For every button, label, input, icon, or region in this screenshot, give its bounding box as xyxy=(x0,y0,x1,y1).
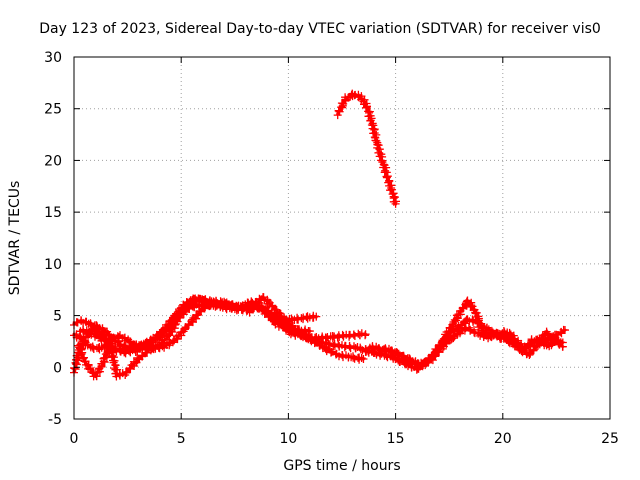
data-point-marker xyxy=(324,339,333,348)
data-point-marker xyxy=(125,338,134,347)
y-tick-label: 0 xyxy=(53,360,62,376)
data-point-marker xyxy=(333,111,342,120)
y-tick-label: 25 xyxy=(44,102,62,118)
data-point-marker xyxy=(113,365,122,374)
data-point-marker xyxy=(391,193,399,202)
x-tick-label: 20 xyxy=(494,431,512,447)
data-point-marker xyxy=(170,311,179,320)
data-point-marker xyxy=(558,338,567,347)
data-point-marker xyxy=(462,297,471,306)
data-point-marker xyxy=(312,312,321,321)
data-point-marker xyxy=(486,331,495,340)
data-point-marker xyxy=(167,325,176,334)
data-point-marker xyxy=(467,301,476,310)
data-point-marker xyxy=(412,360,421,369)
chart-title: Day 123 of 2023, Sidereal Day-to-day VTE… xyxy=(39,21,601,37)
data-point-marker xyxy=(472,308,481,317)
data-point-marker xyxy=(377,156,386,165)
data-point-marker xyxy=(91,332,99,341)
data-point-marker xyxy=(560,326,569,335)
data-series xyxy=(70,89,569,381)
data-point-marker xyxy=(359,355,368,364)
axis-ticks xyxy=(73,56,611,420)
x-tick-label: 5 xyxy=(177,431,186,447)
x-tick-labels: 0 5 10 15 20 25 xyxy=(70,431,619,447)
y-tick-label: -5 xyxy=(48,412,62,428)
data-point-marker xyxy=(391,199,400,208)
data-point-marker xyxy=(158,342,167,351)
data-point-marker xyxy=(452,311,461,320)
y-tick-label: 30 xyxy=(44,50,62,66)
y-tick-label: 10 xyxy=(44,257,62,273)
y-axis-label: SDTVAR / TECUs xyxy=(7,181,23,296)
y-tick-labels: -5 0 5 10 15 20 25 30 xyxy=(44,50,62,428)
x-tick-label: 25 xyxy=(601,431,619,447)
x-tick-label: 10 xyxy=(279,431,297,447)
data-point-marker xyxy=(335,107,344,116)
plot-frame xyxy=(73,56,611,420)
x-tick-label: 15 xyxy=(387,431,405,447)
y-tick-label: 15 xyxy=(44,205,62,221)
data-point-marker xyxy=(351,344,360,353)
data-point-marker xyxy=(365,107,374,116)
data-point-marker xyxy=(172,332,181,341)
y-tick-label: 20 xyxy=(44,153,62,169)
data-point-marker xyxy=(101,336,110,345)
x-tick-label: 0 xyxy=(70,431,79,447)
data-point-marker xyxy=(535,334,544,343)
data-point-marker xyxy=(92,372,101,381)
data-point-marker xyxy=(195,306,204,315)
data-point-marker xyxy=(361,330,370,339)
x-axis-label: GPS time / hours xyxy=(283,458,400,474)
data-point-marker xyxy=(188,315,197,324)
series-track-e xyxy=(76,296,370,381)
data-point-marker xyxy=(357,354,366,362)
data-point-marker xyxy=(327,348,335,357)
data-point-marker xyxy=(387,185,396,194)
y-tick-label: 5 xyxy=(53,309,62,325)
series-track-i xyxy=(378,323,567,370)
series-track-f xyxy=(333,89,400,208)
data-point-marker xyxy=(237,303,246,311)
data-point-marker xyxy=(367,121,376,129)
data-point-marker xyxy=(104,330,112,338)
data-point-marker xyxy=(350,354,359,363)
